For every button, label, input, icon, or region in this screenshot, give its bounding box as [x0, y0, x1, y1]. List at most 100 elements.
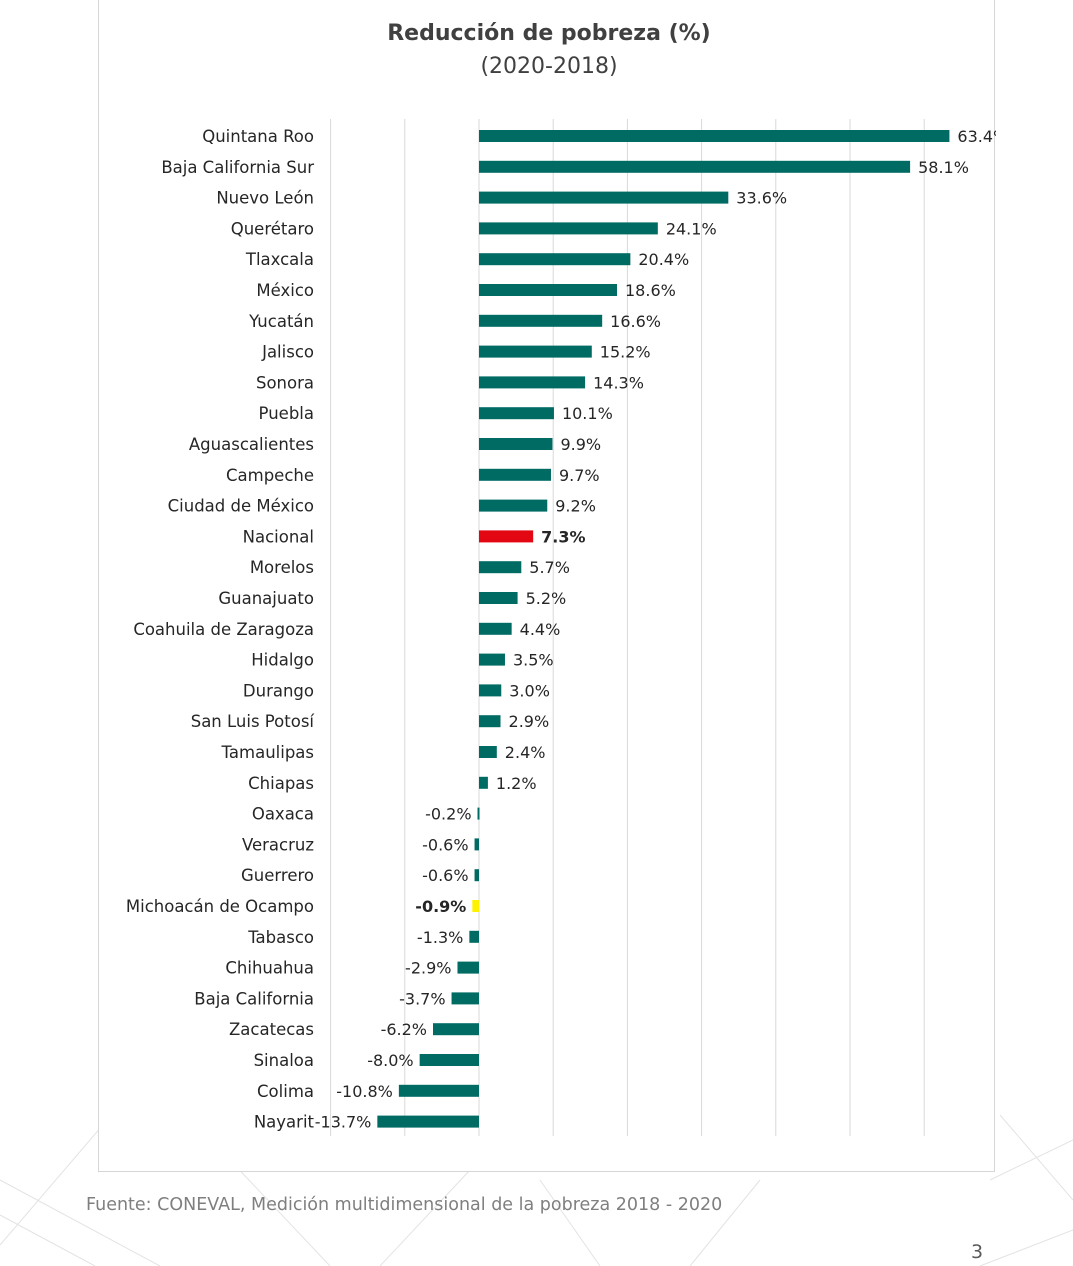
value-label: 3.5% — [513, 651, 554, 670]
category-label: Baja California Sur — [161, 158, 314, 177]
bar — [474, 869, 479, 882]
category-label: México — [256, 281, 314, 300]
value-label: -8.0% — [367, 1051, 413, 1070]
value-label: -10.8% — [336, 1082, 393, 1101]
value-label: 33.6% — [736, 189, 787, 208]
bar — [451, 992, 479, 1005]
bar — [479, 253, 631, 266]
value-label: 5.7% — [529, 558, 570, 577]
bar — [419, 1054, 479, 1066]
bar — [479, 191, 729, 204]
value-label: 3.0% — [509, 681, 550, 700]
category-label: Oaxaca — [252, 805, 314, 824]
value-label: -6.2% — [381, 1020, 427, 1039]
category-label: Sonora — [256, 373, 314, 392]
value-label: -0.6% — [422, 835, 468, 854]
value-label: -0.9% — [415, 897, 466, 916]
value-label: 10.1% — [562, 404, 613, 423]
category-label: Aguascalientes — [189, 435, 314, 454]
value-label: -3.7% — [399, 989, 445, 1008]
bar — [479, 468, 551, 481]
value-label: 18.6% — [625, 281, 676, 300]
bars — [377, 130, 950, 1128]
value-label: -13.7% — [315, 1113, 372, 1132]
bar — [479, 314, 603, 327]
value-label: 9.7% — [559, 466, 600, 485]
bar — [479, 499, 548, 512]
bar — [479, 653, 505, 666]
value-label: 24.1% — [666, 219, 717, 238]
bar — [479, 530, 534, 543]
value-label: 9.2% — [555, 497, 596, 516]
value-label: -1.3% — [417, 928, 463, 947]
value-label: 7.3% — [541, 527, 585, 546]
category-label: San Luis Potosí — [191, 712, 316, 731]
bar — [479, 622, 512, 635]
category-label: Nacional — [243, 527, 314, 546]
value-label: 14.3% — [593, 373, 644, 392]
value-label: 9.9% — [560, 435, 601, 454]
category-label: Hidalgo — [251, 651, 314, 670]
chart-frame: Reducción de pobreza (%) (2020-2018) Qui… — [98, 0, 996, 1172]
gridlines — [330, 119, 925, 1136]
page-number: 3 — [971, 1241, 984, 1263]
bar — [377, 1115, 479, 1128]
bar-chart: Reducción de pobreza (%) (2020-2018) Qui… — [126, 21, 996, 1136]
source-note: Fuente: CONEVAL, Medición multidimension… — [86, 1195, 723, 1215]
bar — [479, 715, 501, 728]
category-label: Querétaro — [231, 219, 314, 238]
value-label: 4.4% — [520, 620, 561, 639]
value-label: 1.2% — [496, 774, 537, 793]
category-label: Guerrero — [241, 866, 314, 885]
chart-subtitle: (2020-2018) — [480, 54, 617, 79]
category-label: Quintana Roo — [202, 127, 314, 146]
category-label: Chihuahua — [225, 959, 314, 978]
category-label: Tlaxcala — [245, 250, 314, 269]
value-label: -2.9% — [405, 959, 451, 978]
bar — [479, 376, 586, 389]
category-label: Nayarit — [254, 1113, 315, 1132]
category-label: Coahuila de Zaragoza — [133, 620, 314, 639]
bar — [479, 130, 950, 142]
bar — [479, 345, 592, 358]
bar — [479, 592, 518, 604]
category-label: Puebla — [259, 404, 314, 423]
bar — [477, 807, 480, 820]
bar — [479, 407, 554, 420]
category-label: Ciudad de México — [168, 497, 314, 516]
bar — [432, 1023, 479, 1036]
bar — [479, 746, 497, 758]
value-label: 16.6% — [610, 312, 661, 331]
category-label: Durango — [243, 681, 314, 700]
category-label: Guanajuato — [218, 589, 314, 608]
value-label: -0.6% — [422, 866, 468, 885]
bar — [457, 961, 479, 974]
bar — [479, 561, 522, 574]
chart-title: Reducción de pobreza (%) — [387, 21, 711, 46]
value-label: -0.2% — [425, 805, 471, 824]
category-label: Veracruz — [242, 835, 314, 854]
bar — [479, 160, 911, 173]
value-label: 20.4% — [638, 250, 689, 269]
category-label: Sinaloa — [254, 1051, 314, 1070]
labels: Quintana Roo 63.4% Baja California Sur 58.1… — [126, 127, 996, 1132]
category-label: Campeche — [226, 466, 314, 485]
value-label: 2.4% — [505, 743, 546, 762]
bar — [479, 776, 488, 789]
bar — [479, 438, 553, 450]
value-label: 15.2% — [600, 343, 651, 362]
category-label: Tamaulipas — [221, 743, 314, 762]
category-label: Morelos — [250, 558, 314, 577]
category-label: Nuevo León — [216, 189, 314, 208]
category-label: Zacatecas — [229, 1020, 314, 1039]
category-label: Baja California — [194, 989, 314, 1008]
category-label: Michoacán de Ocampo — [126, 897, 314, 916]
bar — [479, 684, 502, 697]
category-label: Chiapas — [248, 774, 314, 793]
category-label: Yucatán — [248, 312, 314, 331]
category-label: Jalisco — [261, 343, 314, 362]
value-label: 2.9% — [509, 712, 550, 731]
bar — [479, 284, 618, 296]
value-label: 58.1% — [918, 158, 969, 177]
category-label: Colima — [257, 1082, 314, 1101]
